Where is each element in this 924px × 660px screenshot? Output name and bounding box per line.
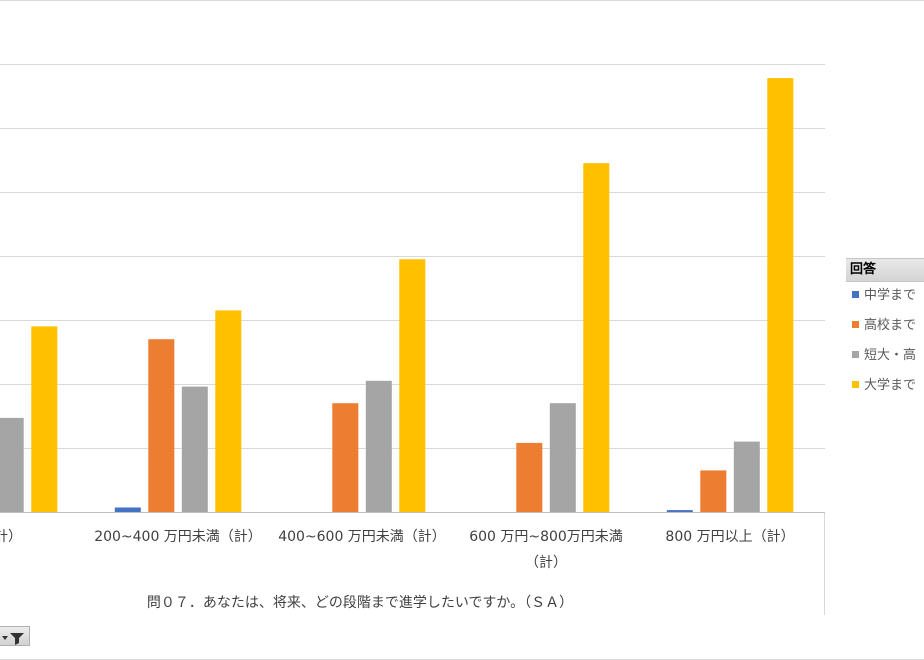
bar-2-0 xyxy=(0,417,24,512)
legend-swatch-university xyxy=(852,381,859,388)
legend-swatch-junior-college xyxy=(852,351,859,358)
x-tick-label: 400~600 万円未満（計） xyxy=(278,529,446,545)
bar-2-4 xyxy=(733,441,760,512)
bar-1-2 xyxy=(332,403,359,512)
bar-0-1 xyxy=(114,507,141,512)
legend-swatch-high-school xyxy=(852,321,859,328)
legend-swatch-junior-high xyxy=(852,291,859,298)
bar-3-3 xyxy=(583,163,610,512)
x-tick-label: 満（計） xyxy=(0,529,22,545)
legend-label-university: 大学まで xyxy=(864,378,917,393)
bar-0-4 xyxy=(666,510,693,512)
field-filter-button[interactable] xyxy=(0,626,30,646)
legend[interactable]: 回答 中学まで 高校まで 短大・高 大学まで xyxy=(846,258,924,408)
bar-1-3 xyxy=(516,442,543,512)
filter-dropdown-icon xyxy=(2,633,24,645)
bar-3-4 xyxy=(767,78,794,512)
bar-2-3 xyxy=(549,403,576,512)
bar-3-0 xyxy=(31,326,58,512)
legend-label-junior-college: 短大・高 xyxy=(864,348,917,363)
x-tick-label: 800 万円以上（計） xyxy=(665,529,794,545)
x-axis-title: 問０７．あなたは、将来、どの段階まで進学したいですか。（ＳＡ） xyxy=(147,595,573,611)
bar-2-2 xyxy=(365,380,392,512)
legend-label-high-school: 高校まで xyxy=(864,318,917,333)
bar-3-1 xyxy=(215,310,242,512)
x-tick-label-line2: （計） xyxy=(525,555,567,571)
x-tick-label: 200~400 万円未満（計） xyxy=(94,529,262,545)
legend-item-junior-college[interactable]: 短大・高 xyxy=(852,346,916,366)
x-tick-label: 600 万円~800万円未満 xyxy=(469,529,623,545)
bar-3-2 xyxy=(399,259,426,512)
bar-2-1 xyxy=(181,386,208,512)
bar-1-4 xyxy=(700,470,727,512)
legend-item-high-school[interactable]: 高校まで xyxy=(852,316,916,336)
legend-item-junior-high[interactable]: 中学まで xyxy=(852,286,916,306)
legend-label-junior-high: 中学まで xyxy=(864,288,917,303)
legend-item-university[interactable]: 大学まで xyxy=(852,376,916,396)
legend-title[interactable]: 回答 xyxy=(846,258,924,282)
bar-1-1 xyxy=(148,339,175,512)
